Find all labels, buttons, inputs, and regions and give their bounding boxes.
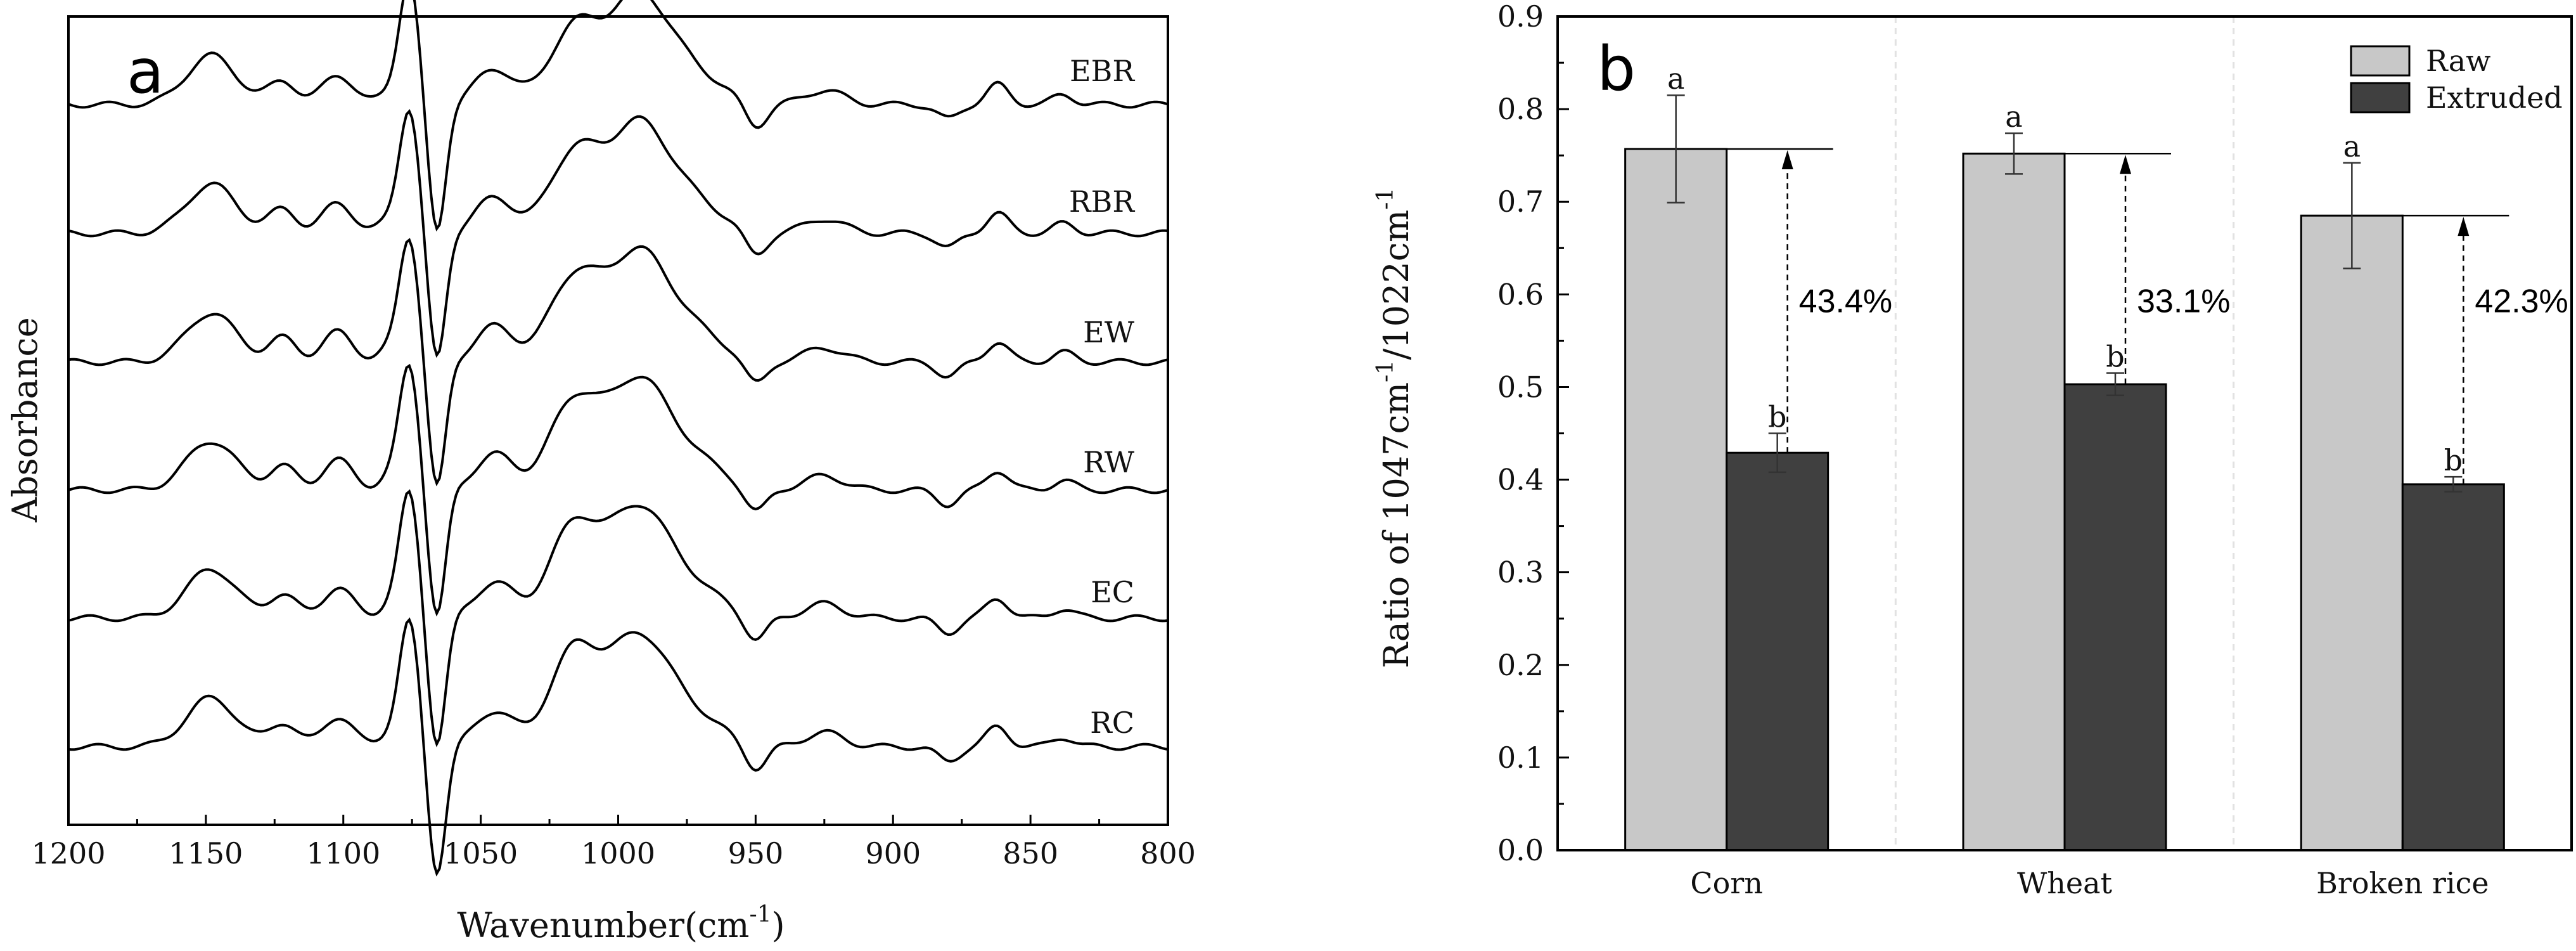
significance-letter: a [2343, 129, 2361, 164]
b-y-tick-label: 0.1 [1497, 741, 1544, 775]
legend-swatch-extruded [2350, 82, 2411, 113]
b-y-tick-label: 0.9 [1497, 0, 1544, 34]
panel-b-y-axis-title-mid: /1022cm [1376, 210, 1416, 360]
panel-a-spectra-group [68, 0, 1169, 877]
legend-label-raw: Raw [2426, 44, 2491, 78]
bar-extruded-broken-rice [2401, 483, 2505, 851]
legend-swatch-raw [2350, 45, 2411, 77]
a-x-tick-label: 950 [727, 836, 783, 870]
panel-a-ftir-spectra: a EBR RBR EW RW EC RC 1200 1150 1100 1050 1000 950… [5, 0, 1196, 945]
series-label-ew: EW [1083, 315, 1135, 349]
bar-raw-broken-rice [2300, 214, 2404, 851]
panel-a-x-ticks: 1200 1150 1100 1050 1000 950 900 850 800 [31, 815, 1196, 870]
series-label-rc: RC [1090, 706, 1134, 740]
b-y-tick-label: 0.3 [1497, 555, 1544, 590]
series-label-ebr: EBR [1070, 54, 1135, 88]
spectrum-rc [68, 617, 1169, 877]
panel-a-x-axis-title-unit: (cm [684, 905, 750, 945]
spectrum-rbr [68, 108, 1169, 358]
panel-a-series-labels: EBR RBR EW RW EC RC [1069, 54, 1135, 740]
bar-raw-wheat [1962, 152, 2066, 851]
reduction-percent-label: 42.3% [2475, 283, 2568, 320]
significance-letter: b [2106, 340, 2124, 374]
b-y-tick-label: 0.4 [1497, 463, 1544, 497]
a-x-tick-label: 1100 [306, 836, 380, 870]
a-x-tick-label: 850 [1003, 836, 1058, 870]
panel-b-error-bars [1667, 94, 2463, 493]
panel-a-x-axis-title-close: ) [772, 905, 785, 945]
panel-b-y-axis-title: Ratio of 1047cm-1/1022cm-1 [1373, 188, 1416, 669]
panel-b-annotations: a b 43.4% a b 33.1% a b 42.3% [1667, 61, 2568, 477]
b-x-tick-label: Broken rice [2316, 866, 2489, 900]
panel-a-frame [67, 15, 1169, 826]
reduction-arrow-head [2120, 155, 2131, 174]
a-x-tick-label: 1000 [581, 836, 655, 870]
a-x-tick-label: 900 [865, 836, 921, 870]
panel-b-y-axis-title-text: Ratio of 1047cm [1376, 382, 1416, 668]
panel-a-x-axis-title-exp: -1 [749, 902, 771, 928]
series-label-rw: RW [1083, 445, 1135, 479]
b-y-tick-label: 0.5 [1497, 370, 1544, 404]
b-y-tick-label: 0.0 [1497, 833, 1544, 867]
panel-b-legend: Raw Extruded [2350, 44, 2563, 115]
bar-raw-corn [1624, 148, 1728, 851]
panel-b-y-axis-title-exp1: -1 [1373, 360, 1399, 382]
panel-b-separators [1894, 16, 2235, 850]
panel-b-y-axis-title-exp2: -1 [1373, 188, 1399, 210]
bar-extruded-corn [1726, 451, 1829, 851]
reduction-arrow-head [1781, 150, 1793, 169]
panel-a-x-axis-title: Wavenumber(cm-1) [457, 902, 785, 945]
series-label-rbr: RBR [1069, 184, 1135, 219]
reduction-percent-label: 43.4% [1799, 283, 1892, 320]
b-y-tick-label: 0.7 [1497, 184, 1544, 219]
a-x-tick-label: 1150 [169, 836, 243, 870]
b-y-tick-label: 0.2 [1497, 648, 1544, 682]
panel-a-y-axis-title: Absorbance [5, 317, 45, 522]
b-x-tick-label: Corn [1690, 866, 1763, 900]
panel-a-letter: a [127, 36, 164, 107]
significance-letter: a [1667, 61, 1684, 96]
reduction-percent-label: 33.1% [2137, 283, 2230, 320]
significance-letter: b [2444, 443, 2463, 477]
panel-b-letter: b [1597, 34, 1636, 105]
a-x-tick-label: 1200 [31, 836, 105, 870]
b-x-tick-label: Wheat [2017, 866, 2113, 900]
a-x-tick-label: 800 [1140, 836, 1196, 870]
significance-letter: a [2005, 100, 2022, 134]
panel-b-x-ticks: Corn Wheat Broken rice [1690, 840, 2489, 900]
panel-a-x-axis-title-text: Wavenumber [457, 905, 684, 945]
significance-letter: b [1768, 400, 1786, 434]
spectrum-ew [68, 238, 1169, 487]
a-x-tick-label: 1050 [444, 836, 518, 870]
panel-b-bars [1624, 148, 2505, 851]
b-y-tick-label: 0.8 [1497, 92, 1544, 126]
legend-label-extruded: Extruded [2426, 81, 2563, 115]
spectrum-ebr [68, 0, 1169, 232]
spectrum-rw [68, 363, 1169, 617]
panel-b-y-ticks: 0.0 0.1 0.2 0.3 0.4 0.5 0.6 0.7 0.8 0.9 [1497, 0, 1569, 867]
b-y-tick-label: 0.6 [1497, 277, 1544, 311]
reduction-arrow-head [2457, 217, 2470, 236]
panel-b-reduction-arrows [1725, 148, 2509, 484]
bar-extruded-wheat [2063, 383, 2167, 851]
spectrum-ec [68, 489, 1169, 747]
series-label-ec: EC [1091, 575, 1134, 609]
